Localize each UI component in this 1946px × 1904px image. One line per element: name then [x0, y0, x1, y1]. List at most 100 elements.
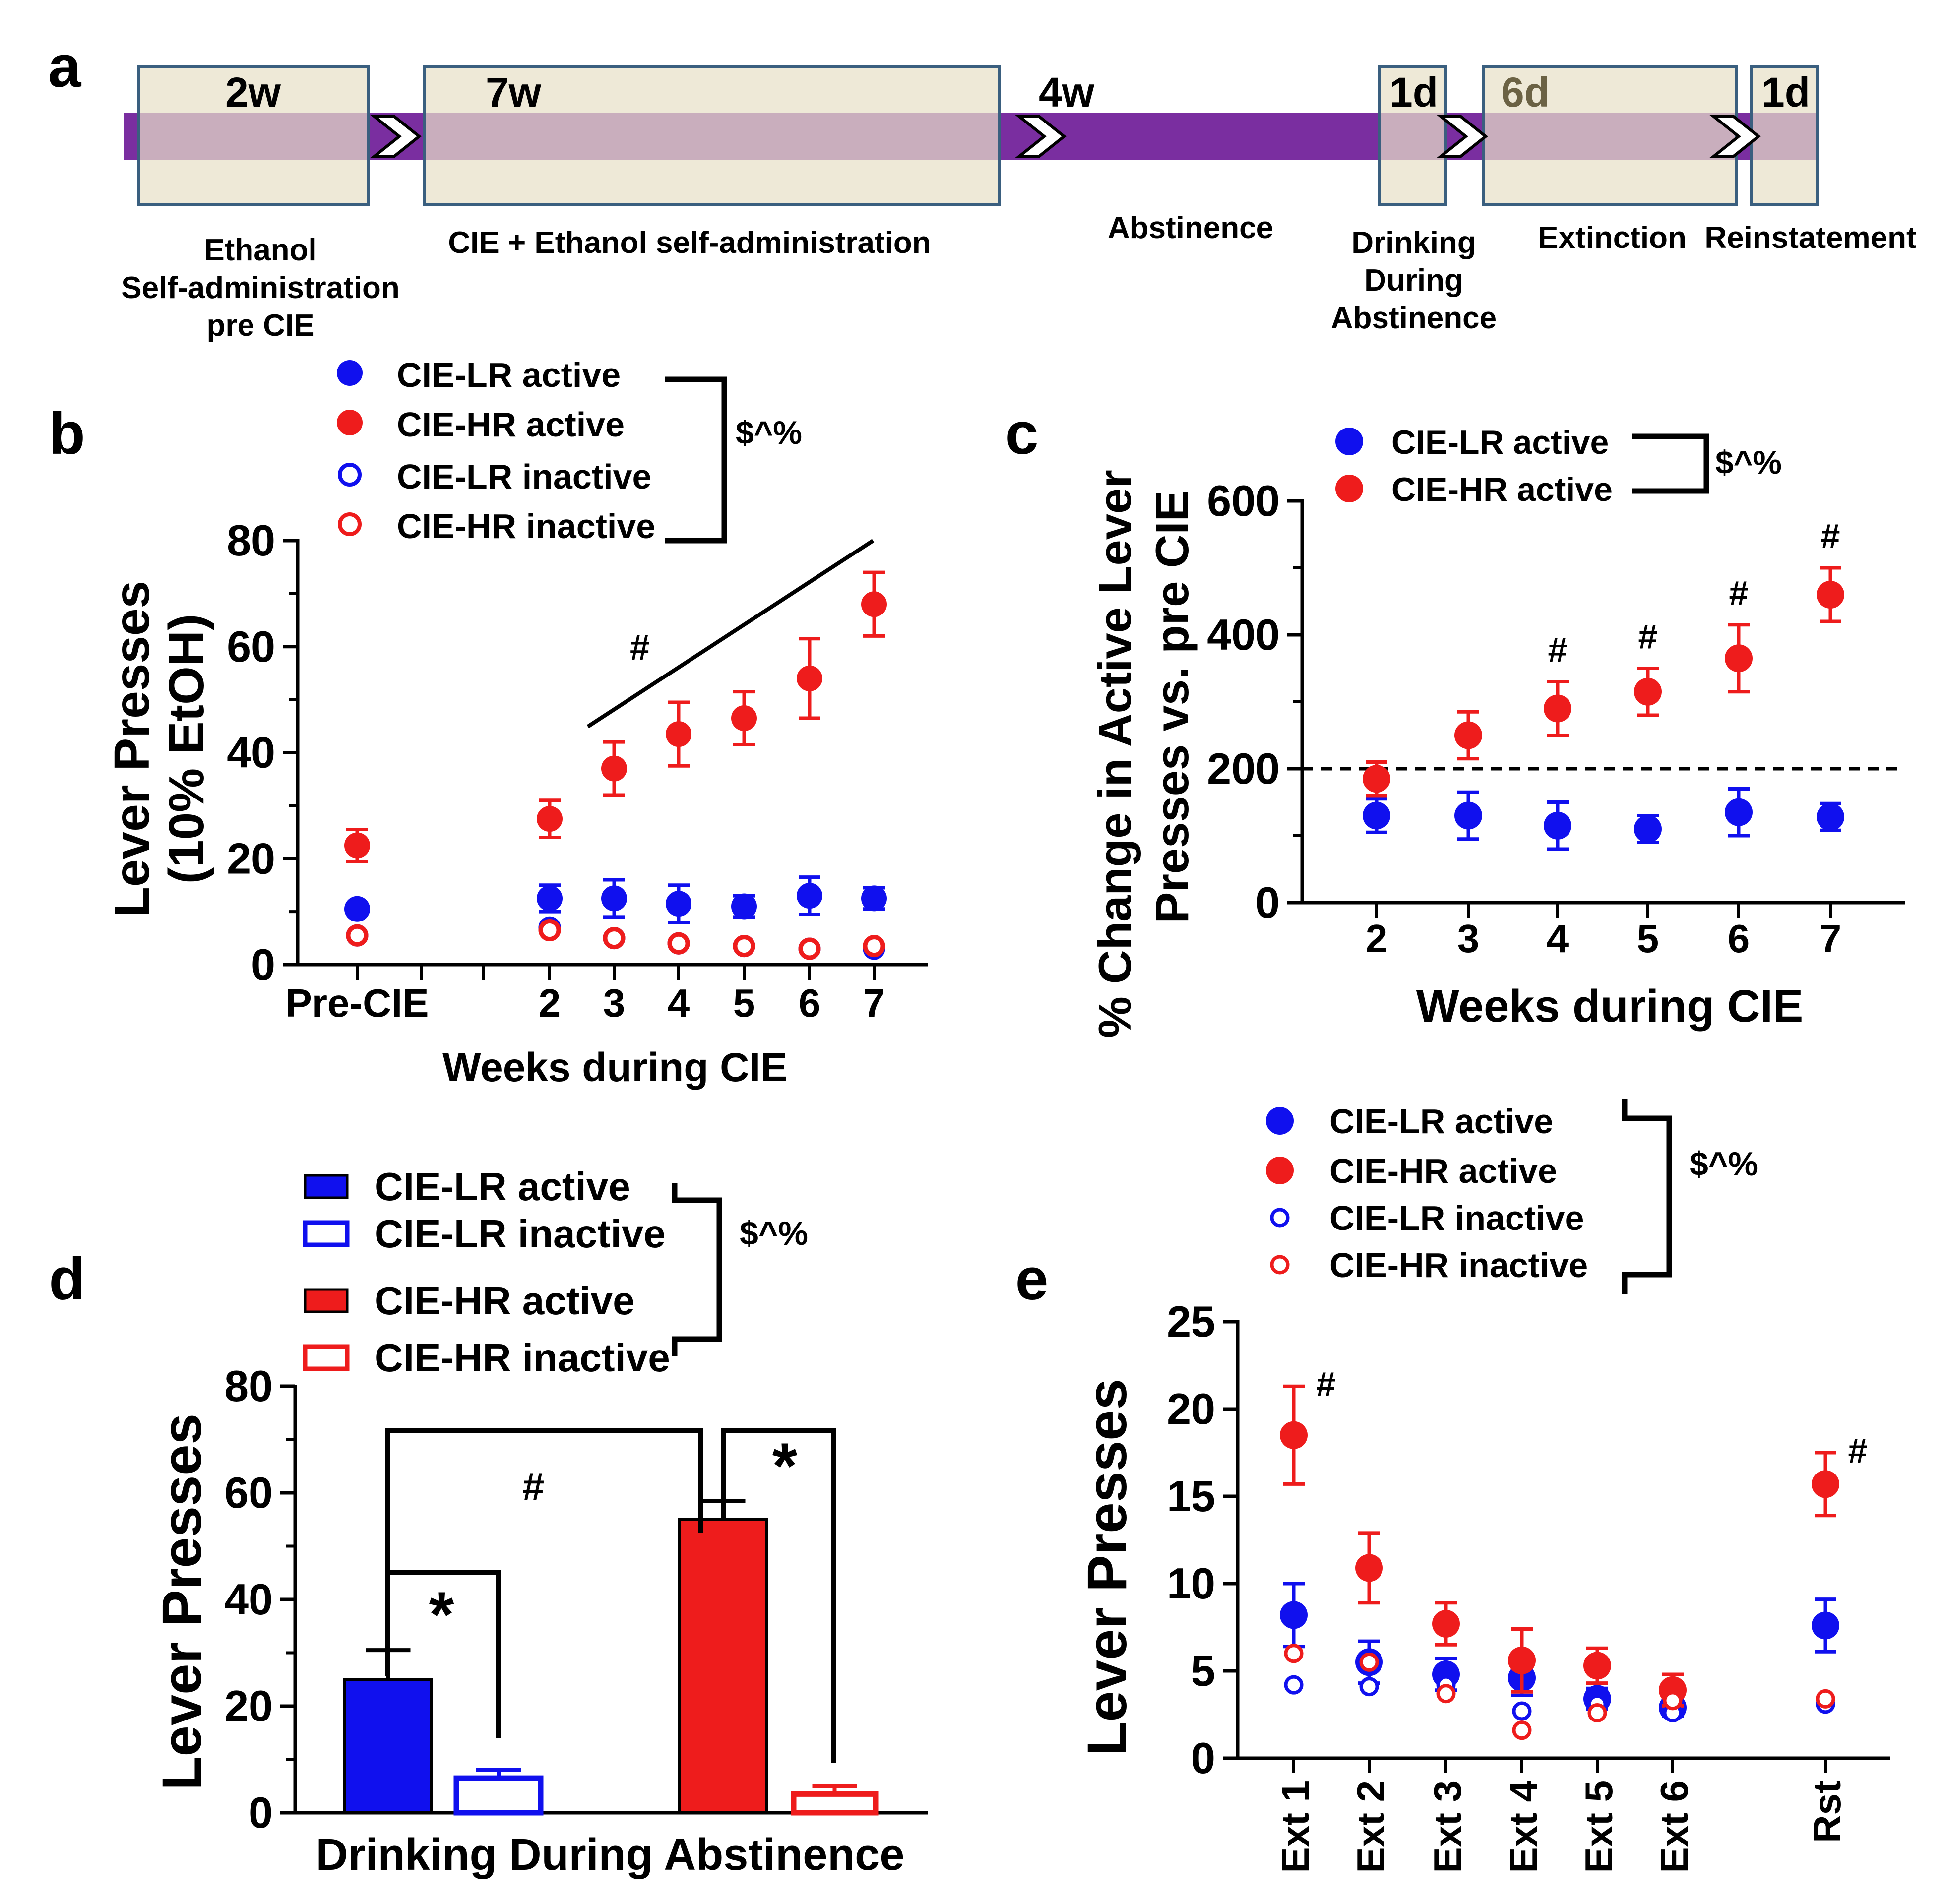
panel-b-point	[798, 937, 821, 960]
panel-c-y-tick-label: 400	[1207, 610, 1280, 659]
panel-b-y-axis-title: Lever Presses	[104, 581, 160, 917]
panel-e-legend-label: CIE-HR active	[1329, 1152, 1557, 1190]
panel-c-x-tick-label: 5	[1637, 917, 1659, 961]
stage-label: CIE + Ethanol self-administration	[448, 226, 931, 260]
stage-duration: 1d	[1389, 69, 1438, 116]
panel-e-legend-label: CIE-HR inactive	[1329, 1246, 1588, 1285]
panel-b-x-axis-title: Weeks during CIE	[442, 1045, 788, 1090]
panel-c-x-tick-label: 2	[1366, 917, 1388, 961]
stage-duration: 4w	[1039, 69, 1095, 116]
panel-e-x-tick-label: Ext 3	[1426, 1781, 1469, 1873]
panel-e-point	[1280, 1601, 1308, 1629]
panel-e-point	[1812, 1611, 1839, 1640]
panel-d-bar	[343, 1678, 433, 1814]
panel-b-legend-label: CIE-HR active	[397, 405, 625, 444]
panel-b-legend-marker	[338, 463, 362, 487]
panel-c-x-tick-label: 7	[1820, 917, 1842, 961]
panel-b-x-tick-label: 6	[799, 981, 821, 1025]
panel-e-y-tick-label: 20	[1167, 1384, 1215, 1433]
panel-c-y-axis-title: % Change in Active Lever	[1089, 470, 1141, 1038]
panel-e-point	[1355, 1554, 1383, 1582]
panel-b-point	[603, 927, 626, 950]
panel-c-x-tick-label: 4	[1547, 917, 1569, 961]
panel-d-legend-stat: $^%	[740, 1215, 808, 1252]
panel-e-y-tick-label: 10	[1167, 1559, 1215, 1608]
panel-b-point	[733, 935, 755, 958]
panel-d-bar	[678, 1518, 768, 1814]
panel-b-y-tick-label: 40	[227, 728, 275, 777]
panel-d-x-axis-title: Drinking During Abstinence	[316, 1830, 905, 1880]
panel-c-x-axis-title: Weeks during CIE	[1416, 981, 1803, 1032]
panel-b-label: b	[49, 400, 85, 467]
panel-b-y-tick-label: 80	[227, 516, 275, 565]
panel-e-x-tick-label: Ext 5	[1577, 1781, 1621, 1873]
panel-b-y-tick-label: 20	[227, 834, 275, 883]
panel-d-y-tick-label: 0	[249, 1788, 273, 1837]
panel-e-x-tick-label: Ext 6	[1652, 1781, 1696, 1873]
panel-b-point	[731, 893, 757, 920]
panel-c-legend-bracket	[1632, 433, 1709, 494]
panel-e-label: e	[1015, 1246, 1049, 1312]
panel-e-point	[1587, 1703, 1607, 1722]
panel-c-y-tick-label: 0	[1255, 878, 1280, 927]
stage-label: Abstinence	[1108, 211, 1273, 245]
panel-d-legend-bracket	[672, 1183, 722, 1356]
panel-b-legend-label: CIE-HR inactive	[397, 507, 655, 546]
panel-c-point	[1634, 677, 1662, 706]
panel-c-point	[1725, 644, 1753, 673]
panel-e-point	[1583, 1652, 1611, 1680]
panel-e-point	[1432, 1609, 1460, 1638]
panel-d-significance-mark: #	[522, 1465, 545, 1509]
panel-d-significance-mark: *	[772, 1429, 798, 1502]
panel-b-legend-stat: $^%	[736, 414, 802, 451]
panel-b-x-tick-label: 7	[863, 981, 885, 1025]
panel-b-point	[861, 885, 887, 912]
stage-label: pre CIE	[206, 308, 314, 343]
stage-label: Extinction	[1538, 221, 1687, 255]
stage-box	[137, 65, 370, 206]
panel-b-point	[344, 896, 370, 922]
panel-c-y-tick-label: 200	[1207, 744, 1280, 793]
panel-b-x-tick-label: Pre-CIE	[286, 981, 429, 1025]
panel-c-label: c	[1005, 400, 1039, 467]
panel-d-hash-bracket	[385, 1428, 703, 1602]
panel-b-x-tick-label: 3	[603, 981, 626, 1025]
stage-label: Drinking	[1351, 226, 1476, 260]
stage-label: Self-administration	[121, 271, 400, 305]
panel-d-legend-swatch	[304, 1174, 349, 1199]
panel-d-legend-swatch	[304, 1288, 349, 1313]
panel-e-significance-mark: #	[1848, 1431, 1868, 1470]
panel-e-point	[1663, 1691, 1683, 1711]
panel-b-x-tick-label: 4	[668, 981, 690, 1025]
chevron-arrow-icon	[1437, 115, 1488, 158]
panel-b-point	[666, 891, 691, 917]
panel-e-legend-marker	[1266, 1157, 1294, 1184]
panel-d-legend-swatch	[303, 1220, 350, 1247]
panel-c-significance-mark: #	[1638, 617, 1658, 656]
panel-c-significance-mark: #	[1729, 574, 1749, 613]
panel-b-y-tick-label: 60	[227, 622, 275, 671]
panel-c-significance-mark: #	[1548, 631, 1568, 670]
panel-c-y-axis-title: Presses vs. pre CIE	[1146, 491, 1198, 923]
panel-c-y-tick-label: 600	[1207, 476, 1280, 525]
panel-e-point	[1512, 1701, 1532, 1721]
panel-b-legend-marker	[337, 410, 363, 435]
panel-e-point	[1436, 1684, 1456, 1704]
panel-d-legend-label: CIE-LR inactive	[375, 1212, 666, 1256]
panel-d-y-tick-label: 60	[224, 1468, 273, 1517]
panel-b-point	[537, 885, 563, 912]
panel-e-point	[1816, 1689, 1835, 1709]
panel-b-point	[538, 919, 561, 942]
panel-e-x-tick-label: Ext 2	[1349, 1781, 1392, 1873]
stage-label: Reinstatement	[1704, 221, 1916, 255]
panel-a-label: a	[48, 33, 82, 100]
panel-e-point	[1508, 1646, 1536, 1674]
panel-e-point	[1359, 1652, 1379, 1672]
panel-e-legend-label: CIE-LR active	[1329, 1102, 1553, 1141]
panel-e-y-tick-label: 15	[1167, 1472, 1215, 1521]
panel-e-point	[1512, 1720, 1532, 1740]
panel-b-y-tick-label: 0	[251, 940, 275, 989]
panel-e-significance-mark: #	[1317, 1365, 1336, 1404]
panel-d-label: d	[49, 1246, 85, 1312]
